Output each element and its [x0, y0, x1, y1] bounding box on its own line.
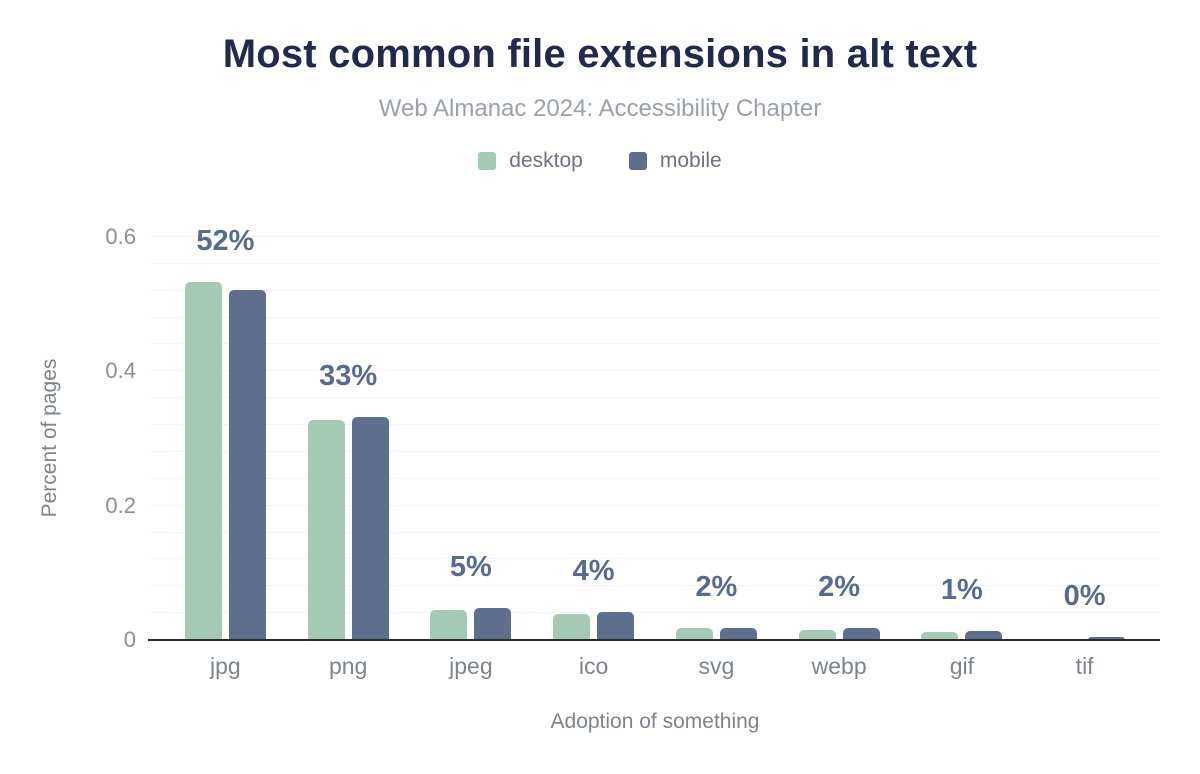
bar-mobile-gif	[965, 631, 1003, 640]
bar-group-tif: 0% tif	[1023, 237, 1146, 679]
chart-subtitle: Web Almanac 2024: Accessibility Chapter	[378, 95, 822, 122]
x-axis-title: Adoption of something	[550, 710, 760, 733]
legend-swatch-desktop	[478, 152, 497, 170]
bar-mobile-jpg	[228, 290, 266, 640]
gridline	[150, 477, 1160, 479]
bar-group-jpeg: 5% jpeg	[410, 237, 533, 679]
bar-mobile-png	[351, 417, 389, 640]
gridline	[150, 424, 1160, 426]
legend-label: mobile	[659, 149, 722, 172]
legend-swatch-mobile	[628, 152, 647, 170]
x-axis-line	[148, 638, 1160, 641]
bar-desktop-svg	[675, 627, 713, 640]
legend: desktop mobile	[0, 149, 1200, 173]
bar-value-label: 2%	[818, 570, 861, 603]
x-tick-label: svg	[698, 653, 735, 679]
bar-mobile-svg	[719, 627, 757, 640]
y-tick-label: 0.2	[105, 492, 136, 518]
legend-item-desktop[interactable]: desktop	[478, 149, 583, 173]
gridline	[150, 397, 1160, 399]
x-tick-label: tif	[1075, 653, 1094, 679]
bar-value-label: 52%	[196, 225, 255, 258]
gridline	[150, 289, 1160, 291]
bar-value-label: 4%	[572, 554, 615, 587]
gridline	[150, 531, 1160, 533]
bar-desktop-gif	[921, 631, 959, 640]
y-tick-label: 0	[123, 627, 136, 652]
bar-group-svg: 2% svg	[655, 237, 778, 679]
chart-title: Most common file extensions in alt text	[222, 32, 978, 76]
bar-value-label: 33%	[319, 360, 378, 393]
x-tick-label: png	[328, 653, 368, 679]
bar-desktop-ico	[553, 614, 591, 640]
gridline	[150, 585, 1160, 587]
bar-desktop-jpg	[184, 282, 222, 640]
x-tick-label: ico	[578, 653, 609, 679]
bar-group-png: 33% png	[287, 237, 410, 679]
legend-label: desktop	[509, 149, 583, 172]
bar-mobile-jpeg	[474, 607, 512, 640]
y-tick-label: 0.4	[105, 358, 136, 384]
bar-group-ico: 4% ico	[532, 237, 655, 679]
chart-figure: Most common file extensions in alt text …	[0, 32, 1200, 774]
gridline	[150, 612, 1160, 614]
bar-desktop-jpeg	[430, 609, 468, 640]
x-tick-label: jpeg	[449, 653, 493, 679]
bar-groups: 52% jpg 33% png 5% jpeg 4% ico 2% svg 2% webp 1% gif 0…	[150, 227, 1160, 679]
bar-value-label: 5%	[449, 550, 492, 583]
x-tick-label: jpg	[210, 653, 241, 679]
gridline	[150, 558, 1160, 560]
bar-desktop-webp	[798, 629, 836, 640]
bar-mobile-ico	[597, 611, 635, 640]
plot-area: 0 0.2 0.4 0.6 52% jpg 33% png 5% jpeg 4% ico 2% svg 2…	[105, 224, 1160, 679]
bar-desktop-png	[307, 419, 345, 640]
bar-group-jpg: 52% jpg	[164, 227, 287, 679]
bar-group-gif: 1% gif	[901, 237, 1024, 679]
gridline	[150, 262, 1160, 264]
gridline	[150, 370, 1160, 372]
x-tick-label: webp	[811, 653, 867, 679]
bar-mobile-webp	[842, 627, 880, 640]
gridline	[150, 450, 1160, 452]
gridline	[150, 343, 1160, 345]
y-tick-label: 0.6	[105, 224, 136, 249]
legend-item-mobile[interactable]: mobile	[628, 149, 722, 173]
bar-group-webp: 2% webp	[778, 237, 901, 679]
x-tick-label: gif	[949, 653, 975, 679]
gridline	[150, 504, 1160, 506]
gridline	[150, 236, 1160, 237]
y-axis-title: Percent of pages	[38, 358, 61, 518]
bar-value-label: 1%	[940, 574, 983, 607]
bar-value-label: 2%	[695, 570, 738, 603]
gridline	[150, 316, 1160, 318]
bar-value-label: 0%	[1063, 580, 1106, 613]
